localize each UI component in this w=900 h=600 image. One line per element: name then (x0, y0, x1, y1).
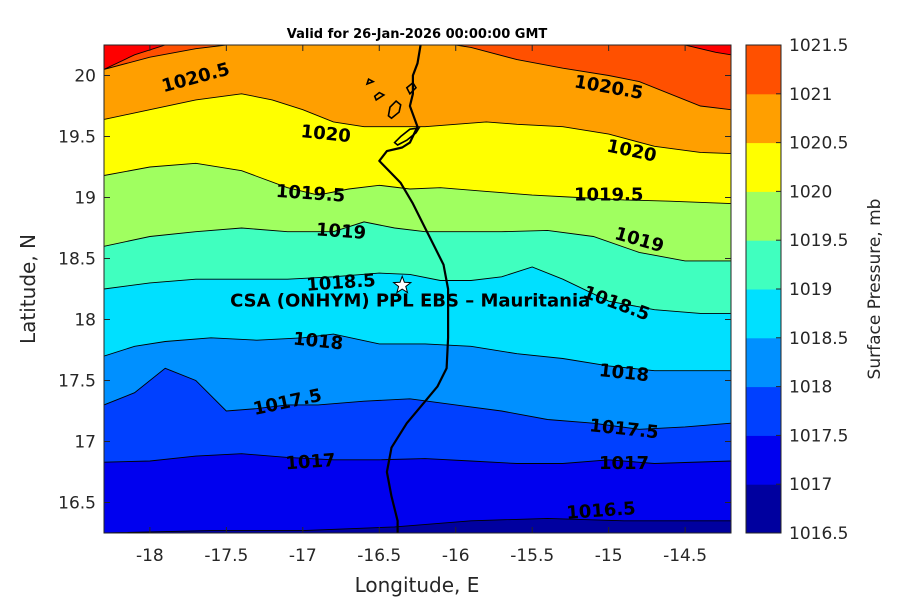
contour-line-1020.5 (455, 45, 731, 111)
colorbar-swatch (746, 289, 781, 339)
band-fill-1020 (104, 45, 731, 154)
colorbar-swatch (746, 45, 781, 95)
coastline-path (378, 45, 450, 533)
x-tick-label: -15.5 (510, 546, 554, 566)
y-tick-label: 16.5 (58, 494, 96, 514)
colorbar-tick-label: 1017 (789, 475, 832, 495)
x-tick-label: -17.5 (204, 546, 248, 566)
contour-label: 1018.5 (306, 270, 377, 296)
band-fill-1021 (104, 45, 166, 70)
colorbar-tick-label: 1019.5 (789, 231, 848, 251)
y-tick-label: 18.5 (58, 250, 96, 270)
station-star-icon (392, 274, 413, 294)
station-marker-layer: CSA (ONHYM) PPL EBS – Mauritania (230, 274, 590, 311)
colorbar: 1016.5 1017 1017.5 1018 1018.5 1019 1019.5 1020… (745, 36, 848, 544)
y-tick-label: 20 (74, 67, 96, 87)
contour-line-1020 (104, 93, 731, 155)
colorbar-tick-label: 1021.5 (789, 36, 848, 56)
colorbar-tick-label: 1016.5 (789, 524, 848, 544)
x-axis-ticks: -18 -17.5 -17 -16.5 -16 -15.5 -15 -14.5 (136, 45, 707, 566)
contour-line-1019 (104, 221, 731, 262)
contour-line-1018.5 (104, 266, 731, 314)
contour-line-1017 (104, 453, 731, 464)
island-outline (405, 81, 418, 96)
contour-line-1021 (104, 45, 166, 70)
contour-label: 1019 (315, 219, 366, 243)
colorbar-tick-label: 1018.5 (789, 329, 848, 349)
y-tick-label: 17 (74, 433, 96, 453)
contour-label: 1018 (598, 360, 650, 386)
contour-label: 1016.5 (566, 498, 637, 524)
island-outline (373, 91, 386, 102)
contour-line-1021 (684, 45, 731, 56)
chart-title: Valid for 26-Jan-2026 00:00:00 GMT (287, 27, 548, 42)
station-name: CSA (ONHYM) PPL EBS – Mauritania (230, 290, 590, 311)
colorbar-tick-label: 1020 (789, 182, 832, 202)
contour-line-1018 (104, 333, 731, 372)
colorbar-swatch (746, 337, 781, 388)
x-tick-label: -14.5 (663, 546, 707, 566)
x-tick-label: -18 (136, 546, 164, 566)
contour-line-1019.5 (104, 162, 731, 205)
contour-label: 1019.5 (275, 181, 346, 207)
plot-area (104, 45, 731, 533)
contour-label: 1020 (300, 121, 352, 147)
coastline (365, 45, 450, 533)
colorbar-tick-label: 1020.5 (789, 134, 848, 154)
colorbar-tick-label: 1021 (789, 85, 832, 105)
colorbar-swatch (746, 142, 781, 192)
island-outline (365, 78, 376, 86)
y-tick-label: 18 (74, 311, 96, 331)
contour-lines (104, 45, 731, 533)
contour-line-1020.5 (104, 45, 227, 70)
contour-label: 1017 (599, 453, 649, 474)
x-axis-label: Longitude, E (355, 573, 480, 597)
y-tick-label: 19 (74, 189, 96, 209)
colorbar-swatch (746, 484, 781, 534)
colorbar-tick-label: 1017.5 (789, 426, 848, 446)
y-tick-label: 19.5 (58, 128, 96, 148)
plot-frame (103, 44, 732, 534)
y-axis-label: Latitude, N (16, 234, 40, 344)
contour-label: 1017 (285, 450, 336, 474)
x-tick-label: -16.5 (357, 546, 401, 566)
colorbar-swatch (746, 240, 781, 290)
band-fill-1020.5 (455, 45, 731, 110)
colorbar-tick-label: 1019 (789, 280, 832, 300)
y-tick-label: 17.5 (58, 372, 96, 392)
colorbar-tick-label: 1018 (789, 378, 832, 398)
x-tick-label: -17 (289, 546, 317, 566)
contour-label: 1018 (292, 328, 344, 354)
x-tick-label: -15 (595, 546, 623, 566)
island-outline (387, 100, 402, 120)
island-outline (393, 126, 421, 146)
colorbar-swatch (746, 93, 781, 144)
x-tick-label: -16 (442, 546, 470, 566)
contour-line-1017.5 (104, 367, 731, 430)
y-axis-ticks: 16.5 17 17.5 18 18.5 19 19.5 20 (58, 67, 731, 514)
colorbar-swatch (746, 386, 781, 436)
contour-label: 1019.5 (574, 185, 643, 206)
colorbar-label: Surface Pressure, mb (865, 199, 885, 380)
pressure-bands (104, 45, 731, 533)
colorbar-swatch (746, 191, 781, 241)
colorbar-swatch (746, 435, 781, 485)
